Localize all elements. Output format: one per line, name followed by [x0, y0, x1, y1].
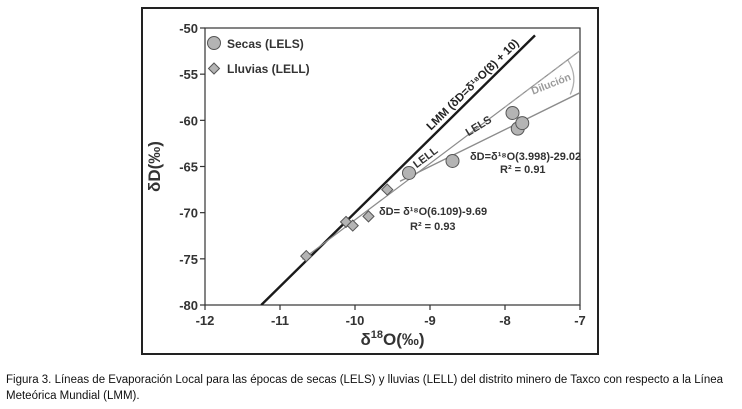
legend: Secas (LELS) Lluvias (LELL): [207, 36, 310, 76]
x-axis-label: δ18O(‰): [360, 329, 424, 349]
lell-r2: R² = 0.93: [410, 221, 456, 233]
secas-point: [445, 153, 460, 168]
lell-equation: δD= δ¹⁸O(6.109)-9.69: [379, 206, 487, 218]
y-tick-label: -55: [179, 67, 198, 82]
legend-secas-label: Secas (LELS): [227, 37, 304, 51]
lels-r2: R² = 0.91: [500, 164, 546, 176]
chart-figure: -50 -55 -60 -65 -70 -75 -80-12 -11 -10 -9 -8 -7 δ18O…: [141, 7, 599, 355]
lmm-label: LMM (δD=δ¹⁸O(8) + 10): [425, 37, 522, 133]
lluvias-point: [362, 210, 375, 223]
lluvias-point: [300, 249, 313, 263]
data-points: [300, 105, 530, 263]
y-tick-label: -60: [179, 113, 198, 128]
y-tick-label: -65: [179, 160, 198, 175]
y-axis-label: δD(‰): [145, 141, 164, 192]
lels-equation: δD=δ¹⁸O(3.998)-29.02: [470, 151, 581, 163]
lluvias-point: [381, 183, 394, 196]
secas-point: [515, 116, 530, 131]
legend-lluvias-label: Lluvias (LELL): [227, 62, 310, 76]
x-tick-label: -11: [271, 313, 289, 328]
x-tick-label: -10: [346, 313, 365, 328]
x-tick-label: -8: [499, 313, 511, 328]
y-tick-label: -70: [179, 206, 198, 221]
lels-line: [399, 92, 580, 182]
x-tick-label: -9: [424, 313, 436, 328]
y-tick-label: -50: [179, 21, 198, 36]
lluvias-point: [346, 219, 359, 232]
y-tick-label: -75: [179, 252, 198, 267]
dilution-arc: [567, 59, 575, 95]
y-tick-label: -80: [179, 298, 198, 313]
figure-caption: Figura 3. Líneas de Evaporación Local pa…: [6, 374, 724, 402]
lels-label: LELS: [464, 114, 494, 139]
x-tick-label: -7: [574, 313, 586, 328]
legend-lluvias-marker: [207, 62, 221, 75]
secas-point: [505, 105, 520, 120]
secas-point: [402, 165, 416, 180]
figure-frame: [141, 7, 599, 355]
legend-secas-marker: [207, 36, 221, 50]
x-tick-label: -12: [196, 313, 215, 328]
dilution-line: [504, 50, 580, 108]
dilution-label: Dilución: [530, 71, 573, 97]
plot-area: -50 -55 -60 -65 -70 -75 -80-12 -11 -10 -9 -8 -7 δ18O…: [145, 21, 586, 349]
